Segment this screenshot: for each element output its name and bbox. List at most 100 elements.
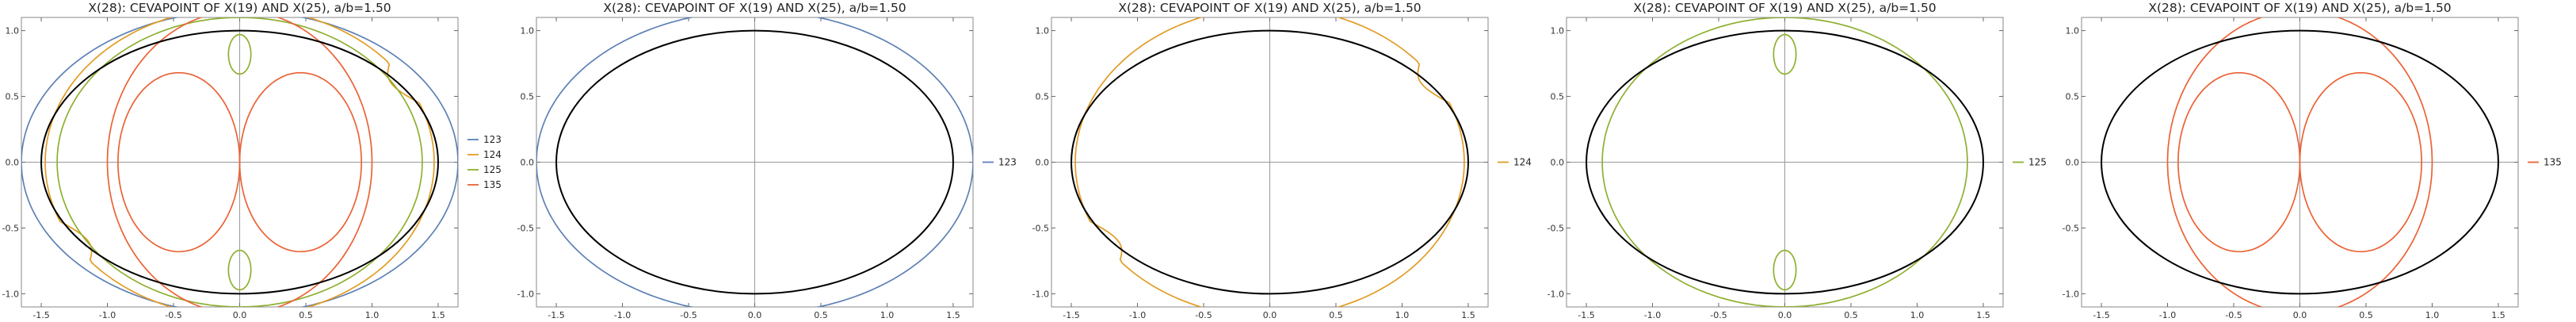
x-tick-label: 1.0 bbox=[2425, 310, 2440, 320]
x-tick-label: 0.5 bbox=[299, 310, 313, 320]
y-tick-label: 0.5 bbox=[6, 92, 20, 102]
x-tick-label: 1.5 bbox=[2491, 310, 2505, 320]
series-125-lobe-bottom bbox=[1773, 249, 1797, 291]
x-tick-label: 0.0 bbox=[2293, 310, 2307, 320]
chart-title: X(28): CEVAPOINT OF X(19) AND X(25), a/b… bbox=[88, 1, 391, 15]
chart-svg: X(28): CEVAPOINT OF X(19) AND X(25), a/b… bbox=[2, 1, 502, 320]
x-tick-label: 1.5 bbox=[946, 310, 960, 320]
x-tick-label: -1.5 bbox=[1578, 310, 1594, 320]
chart-svg: X(28): CEVAPOINT OF X(19) AND X(25), a/b… bbox=[2063, 1, 2562, 320]
reference-ellipse bbox=[1070, 29, 1469, 295]
x-tick-label: 1.5 bbox=[431, 310, 445, 320]
reference-ellipse bbox=[2101, 29, 2499, 295]
y-tick-label: 0.5 bbox=[1036, 92, 1050, 102]
y-tick-label: -0.5 bbox=[2063, 223, 2079, 233]
x-tick-label: -1.0 bbox=[99, 310, 116, 320]
chart-panel-1: X(28): CEVAPOINT OF X(19) AND X(25), a/b… bbox=[0, 0, 515, 322]
x-tick-label: 0.5 bbox=[2359, 310, 2373, 320]
chart-panel-5: X(28): CEVAPOINT OF X(19) AND X(25), a/b… bbox=[2060, 0, 2576, 322]
y-tick-label: -1.0 bbox=[1548, 289, 1564, 299]
x-tick-label: 1.0 bbox=[1395, 310, 1410, 320]
y-tick-label: -0.5 bbox=[1548, 223, 1564, 233]
series-135-lobe-left bbox=[117, 71, 241, 253]
series-124-curve-right bbox=[1336, 17, 1465, 307]
series-124-curve-left bbox=[1074, 17, 1204, 307]
plot-area bbox=[1070, 17, 1469, 307]
y-tick-label: -1.0 bbox=[2063, 289, 2079, 299]
x-tick-label: -0.5 bbox=[1710, 310, 1727, 320]
y-tick-label: -1.0 bbox=[517, 289, 534, 299]
x-tick-label: -0.5 bbox=[1195, 310, 1212, 320]
chart-panel-2: X(28): CEVAPOINT OF X(19) AND X(25), a/b… bbox=[515, 0, 1030, 322]
chart-panel-3: X(28): CEVAPOINT OF X(19) AND X(25), a/b… bbox=[1030, 0, 1545, 322]
x-tick-label: -0.5 bbox=[165, 310, 181, 320]
y-tick-label: 1.0 bbox=[1036, 26, 1050, 36]
x-tick-label: 1.0 bbox=[880, 310, 895, 320]
reference-ellipse bbox=[40, 29, 439, 295]
chart-svg: X(28): CEVAPOINT OF X(19) AND X(25), a/b… bbox=[1548, 1, 2047, 320]
y-tick-label: 0.0 bbox=[6, 158, 20, 168]
series-124-curve-right bbox=[306, 17, 435, 307]
x-tick-label: 0.5 bbox=[814, 310, 828, 320]
series-135-outer bbox=[2166, 17, 2433, 307]
x-tick-label: 1.5 bbox=[1461, 310, 1475, 320]
x-tick-label: -1.0 bbox=[1644, 310, 1661, 320]
series-135-lobe-right bbox=[239, 71, 362, 253]
x-tick-label: -1.0 bbox=[2159, 310, 2176, 320]
legend-label-135: 135 bbox=[2544, 157, 2562, 168]
y-tick-label: -0.5 bbox=[517, 223, 534, 233]
legend-label-125: 125 bbox=[2028, 157, 2047, 168]
x-tick-label: -1.5 bbox=[1063, 310, 1079, 320]
series-135-lobe-left bbox=[2177, 71, 2301, 253]
y-tick-label: -1.0 bbox=[1032, 289, 1049, 299]
y-tick-label: 1.0 bbox=[2066, 26, 2080, 36]
x-tick-label: -1.5 bbox=[32, 310, 49, 320]
plot-area bbox=[21, 17, 458, 307]
series-125-lobe-bottom bbox=[227, 249, 252, 291]
x-tick-label: 1.5 bbox=[1976, 310, 1990, 320]
series-123-curve bbox=[21, 17, 458, 307]
x-tick-label: -1.0 bbox=[614, 310, 631, 320]
legend-label-125: 125 bbox=[483, 164, 502, 175]
x-tick-label: 1.0 bbox=[365, 310, 380, 320]
chart-panel-4: X(28): CEVAPOINT OF X(19) AND X(25), a/b… bbox=[1545, 0, 2060, 322]
y-tick-label: 0.5 bbox=[2066, 92, 2080, 102]
series-125-curve bbox=[1601, 17, 1968, 307]
x-tick-label: 0.0 bbox=[1263, 310, 1277, 320]
plot-area bbox=[1586, 17, 1984, 307]
legend-label-124: 124 bbox=[483, 149, 502, 160]
x-tick-label: 0.0 bbox=[233, 310, 247, 320]
chart-title: X(28): CEVAPOINT OF X(19) AND X(25), a/b… bbox=[1633, 1, 1936, 15]
legend-label-123: 123 bbox=[483, 134, 502, 145]
plot-area bbox=[2101, 17, 2499, 307]
y-tick-label: 0.0 bbox=[521, 158, 535, 168]
x-tick-label: -1.0 bbox=[1129, 310, 1146, 320]
plot-area bbox=[536, 17, 973, 307]
y-tick-label: 0.5 bbox=[521, 92, 535, 102]
chart-title: X(28): CEVAPOINT OF X(19) AND X(25), a/b… bbox=[1118, 1, 1421, 15]
series-135-outer bbox=[106, 17, 373, 307]
y-tick-label: 1.0 bbox=[1551, 26, 1565, 36]
y-tick-label: 1.0 bbox=[6, 26, 20, 36]
reference-ellipse bbox=[1586, 29, 1984, 295]
x-tick-label: -1.5 bbox=[548, 310, 564, 320]
y-tick-label: -0.5 bbox=[1032, 223, 1049, 233]
x-tick-label: -0.5 bbox=[680, 310, 696, 320]
series-125-lobe-top bbox=[227, 33, 252, 75]
y-tick-label: 0.5 bbox=[1551, 92, 1565, 102]
series-135-lobe-right bbox=[2299, 71, 2422, 253]
y-tick-label: 0.0 bbox=[1036, 158, 1050, 168]
legend-label-135: 135 bbox=[483, 179, 502, 190]
chart-title: X(28): CEVAPOINT OF X(19) AND X(25), a/b… bbox=[603, 1, 906, 15]
reference-ellipse bbox=[555, 29, 954, 295]
x-tick-label: 0.0 bbox=[1778, 310, 1792, 320]
y-tick-label: 0.0 bbox=[2066, 158, 2080, 168]
series-123-curve bbox=[536, 17, 973, 307]
chart-svg: X(28): CEVAPOINT OF X(19) AND X(25), a/b… bbox=[1032, 1, 1532, 320]
chart-title: X(28): CEVAPOINT OF X(19) AND X(25), a/b… bbox=[2148, 1, 2451, 15]
x-tick-label: -0.5 bbox=[2225, 310, 2242, 320]
x-tick-label: 0.5 bbox=[1844, 310, 1858, 320]
x-tick-label: 0.5 bbox=[1329, 310, 1343, 320]
x-tick-label: 1.0 bbox=[1910, 310, 1925, 320]
y-tick-label: -1.0 bbox=[2, 289, 19, 299]
